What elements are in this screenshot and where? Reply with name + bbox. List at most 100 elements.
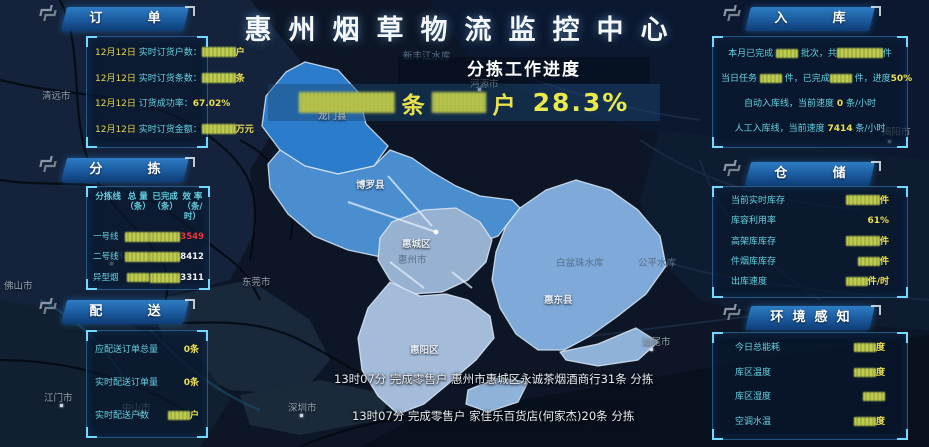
text-segment: 7414 (827, 124, 853, 135)
row-label: 空调水温 (735, 417, 771, 429)
text-segment: 12月12日 (95, 74, 139, 85)
panel-row: 高架库库存 件 (731, 236, 889, 249)
row-label: 库容利用率 (731, 216, 776, 228)
delivery-panel-header: 配 送 (39, 298, 195, 324)
row-value: 件 (857, 257, 889, 269)
cell-value (125, 231, 151, 243)
orders-panel: 12月12日 实时订货户数： 户 12月12日 实时订货条数： 条 12月12日 订货成… (86, 36, 254, 148)
row-label: 出库速度 (731, 277, 767, 289)
delivery-panel: 应配送订单总量 0条 实时配送订单量 0条 实时配送户数户 (86, 330, 208, 438)
text-segment: 本月已完成 (728, 48, 776, 59)
panel-row: 空调水温 度 (735, 416, 885, 429)
inbound-title: 入 库 (774, 11, 846, 26)
text-segment: 0条 (183, 377, 199, 388)
column-header: 总 量（条） (125, 192, 151, 212)
district-huiyang (357, 281, 495, 415)
row-value: 度 (853, 343, 885, 355)
coastal-area-2 (465, 377, 529, 413)
orders-title: 订 单 (89, 11, 161, 26)
header-corner-bracket (871, 161, 881, 171)
panel-row: 当日任务 件，已完成 件，进度50% (721, 73, 912, 86)
corner-ornament-icon (37, 296, 57, 320)
redacted-value (167, 410, 190, 420)
redacted-value (863, 392, 885, 402)
sorting-panel: 分拣线总 量（条） 已完成 （条）效 率（条/时） 一号线 13549 二号线 18412 异… (86, 186, 210, 290)
text-segment: 件 (879, 196, 889, 206)
panel-row: 库容利用率 61% (731, 216, 889, 228)
panel-row: 应配送订单总量 0条 (95, 345, 199, 357)
redacted-value (853, 367, 876, 377)
redacted-value (845, 195, 880, 205)
text-segment: 实时订货金额： (138, 124, 202, 135)
city-marker-dot (650, 348, 653, 351)
storage-title: 仓 储 (774, 166, 846, 181)
redacted-value (201, 73, 236, 84)
row-label: 件烟库库存 (731, 257, 776, 269)
text-segment: 实时配送订单量 (95, 377, 159, 388)
panel-row: 自动入库线，当前速度 0 条/小时 (721, 99, 899, 111)
delivery-title: 配 送 (89, 304, 161, 319)
inbound-panel: 本月已完成 批次，共 件当日任务 件，已完成 件，进度50% 自动入库线，当前速度 … (712, 36, 912, 148)
redacted-value (201, 47, 236, 58)
ticker-line-1: 13时07分 完成零售户 惠州市惠城区永诚茶烟酒商行31条 分拣 (334, 372, 654, 386)
line-name: 二号线 (93, 252, 119, 263)
text-segment: 人工入库线，当前速度 (734, 124, 828, 135)
text-segment: 条 (235, 74, 245, 85)
row-label: 今日总能耗 (735, 343, 780, 355)
text-segment: 度 (875, 343, 885, 354)
header-corner-bracket (185, 157, 195, 167)
orders-panel-header: 订 单 (39, 5, 195, 31)
header-corner-bracket (871, 305, 881, 315)
row-label: 应配送订单总量 (95, 345, 158, 357)
row-value: 户 (167, 410, 199, 423)
text-segment: 应配送订单总量 (95, 345, 159, 356)
row-value (863, 392, 885, 404)
panel-row: 件烟库库存 件 (731, 257, 889, 269)
cell-value (150, 251, 180, 263)
column-header: 效 率（条/时） (182, 192, 203, 222)
text-segment: 订货成功率： (138, 98, 193, 109)
panel-row: 实时配送订单量 0条 (95, 378, 199, 390)
corner-ornament-icon (721, 3, 741, 27)
panel-row: 本月已完成 批次，共 件 (721, 47, 899, 61)
line-name: 异型烟 (93, 272, 119, 283)
text-segment: 0条 (183, 345, 199, 356)
redacted-value (201, 123, 236, 134)
text-segment: 12月12日 (95, 48, 139, 59)
panel-row: 人工入库线，当前速度 7414 条/小时 (721, 124, 899, 136)
text-segment: 库区温度 (735, 367, 772, 378)
text-segment: 实时订货户数： (138, 48, 202, 59)
redacted-value (853, 343, 876, 353)
corner-ornament-icon (37, 154, 57, 178)
redacted-value (775, 48, 798, 58)
progress-title: 分拣工作进度 (398, 57, 650, 83)
text-segment: 条/小时 (852, 124, 886, 135)
cell-value (125, 272, 150, 284)
panel-row: 12月12日 实时订货条数： 条 (95, 73, 245, 86)
redacted-value (125, 252, 151, 263)
column-header: 已完成 （条） (152, 192, 178, 212)
text-segment: 自动入库线，当前速度 (743, 99, 837, 110)
redacted-value (125, 231, 151, 242)
redacted-value (857, 257, 880, 266)
redacted-value (853, 416, 876, 426)
row-label: 库区湿度 (735, 392, 771, 404)
text-segment: 今日总能耗 (735, 343, 781, 354)
city-marker-dot (60, 404, 63, 407)
hub-marker (433, 229, 439, 235)
redacted-count-tiao (298, 92, 395, 113)
row-label: 实时配送户数 (95, 411, 149, 423)
progress-readout: 条 户 28.3% (268, 84, 660, 121)
efficiency-value: 3311 (180, 272, 204, 283)
storage-panel-header: 仓 储 (723, 160, 881, 186)
row-value: 度 (853, 416, 885, 429)
redacted-count-hu (431, 92, 486, 113)
redacted-value (126, 273, 149, 283)
row-value: 61% (867, 216, 889, 228)
text-segment: 0 (836, 99, 844, 110)
panel-row: 库区温度 度 (735, 367, 885, 380)
redacted-value (836, 47, 883, 58)
row-label: 实时配送订单量 (95, 378, 158, 390)
cell-value (125, 251, 151, 263)
